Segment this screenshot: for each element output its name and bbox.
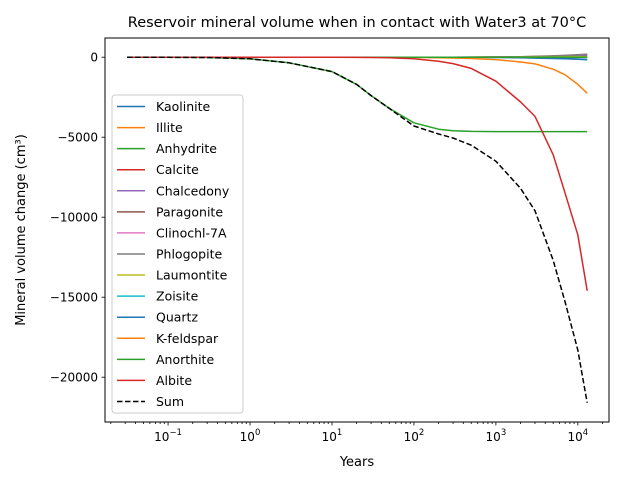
- x-tick-label: 103: [486, 428, 507, 444]
- legend-label: K-feldspar: [156, 331, 219, 346]
- series-line-albite: [127, 56, 588, 291]
- chart-title: Reservoir mineral volume when in contact…: [128, 15, 586, 31]
- x-axis: 10−1 100 101 102 103 104: [110, 422, 603, 444]
- x-tick-label: 101: [322, 428, 343, 444]
- y-axis: 0 −5000 −10000 −15000 −20000: [50, 51, 105, 385]
- legend-label: Anorthite: [156, 352, 214, 367]
- x-tick-label: 100: [240, 428, 261, 444]
- y-tick-label: −20000: [50, 371, 98, 385]
- y-tick-label: −5000: [57, 131, 98, 145]
- x-axis-label: Years: [339, 455, 375, 470]
- x-tick-label: 10−1: [154, 428, 182, 444]
- legend-label: Kaolinite: [156, 99, 211, 114]
- x-tick-label: 102: [404, 428, 425, 444]
- plot-lines: [127, 53, 588, 403]
- y-tick-label: −15000: [50, 291, 98, 305]
- legend-label: Chalcedony: [156, 183, 230, 198]
- series-line-sum: [127, 56, 588, 403]
- legend-label: Illite: [156, 120, 183, 135]
- legend-box: [111, 94, 244, 414]
- legend-label: Sum: [156, 394, 184, 409]
- legend-label: Laumontite: [156, 268, 228, 283]
- legend-label: Anhydrite: [156, 141, 217, 156]
- y-tick-label: 0: [90, 51, 98, 65]
- legend-label: Paragonite: [156, 204, 223, 219]
- legend: Kaolinite Illite Anhydrite Calcite Chalcedon…: [111, 94, 244, 414]
- legend-label: Phlogopite: [156, 246, 222, 261]
- x-tick-label: 104: [567, 428, 588, 444]
- legend-label: Albite: [156, 373, 192, 388]
- legend-label: Calcite: [156, 162, 199, 177]
- legend-label: Zoisite: [156, 289, 199, 304]
- legend-label: Quartz: [156, 310, 198, 325]
- y-axis-label: Mineral volume change (cm³): [14, 134, 29, 326]
- series-line-k-feldspar: [127, 56, 588, 94]
- legend-label: Clinochl-7A: [156, 225, 227, 240]
- y-tick-label: −10000: [50, 211, 98, 225]
